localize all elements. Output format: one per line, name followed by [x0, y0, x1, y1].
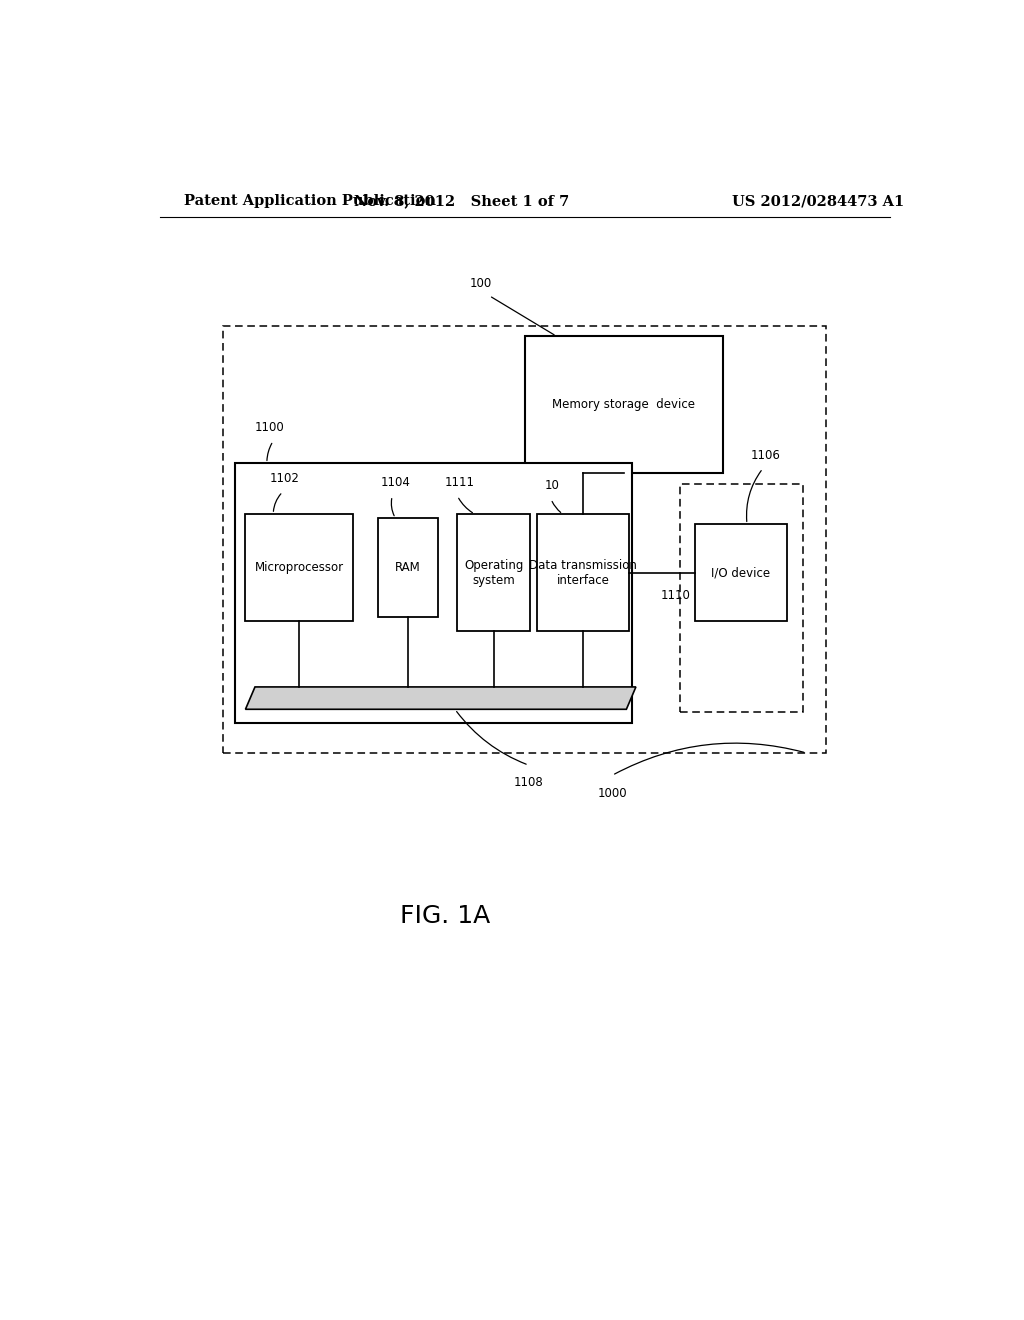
Text: Patent Application Publication: Patent Application Publication [183, 194, 435, 209]
Text: 10: 10 [545, 479, 560, 492]
Text: 1108: 1108 [514, 776, 544, 789]
Bar [458, 515, 530, 631]
Text: 1102: 1102 [269, 473, 299, 484]
Bar [246, 515, 352, 620]
Text: Nov. 8, 2012   Sheet 1 of 7: Nov. 8, 2012 Sheet 1 of 7 [353, 194, 569, 209]
Text: RAM: RAM [395, 561, 421, 574]
Text: Data transmission
interface: Data transmission interface [529, 558, 637, 586]
Text: 1106: 1106 [752, 449, 781, 462]
Bar [223, 326, 826, 752]
Text: 1111: 1111 [444, 477, 475, 490]
Bar [538, 515, 629, 631]
Text: 1110: 1110 [660, 589, 690, 602]
Text: 1104: 1104 [381, 477, 411, 490]
Text: FIG. 1A: FIG. 1A [400, 904, 490, 928]
Bar [680, 483, 803, 713]
Text: 100: 100 [470, 277, 493, 290]
Text: Operating
system: Operating system [464, 558, 523, 586]
Text: 1000: 1000 [597, 787, 627, 800]
Text: Microprocessor: Microprocessor [254, 561, 344, 574]
Bar [524, 337, 723, 474]
Text: I/O device: I/O device [712, 566, 771, 579]
Bar [236, 463, 632, 722]
Polygon shape [246, 686, 636, 709]
Text: 1100: 1100 [254, 421, 284, 434]
Text: US 2012/0284473 A1: US 2012/0284473 A1 [732, 194, 904, 209]
Text: Memory storage  device: Memory storage device [553, 399, 695, 412]
Bar [695, 524, 786, 620]
Bar [378, 519, 437, 616]
